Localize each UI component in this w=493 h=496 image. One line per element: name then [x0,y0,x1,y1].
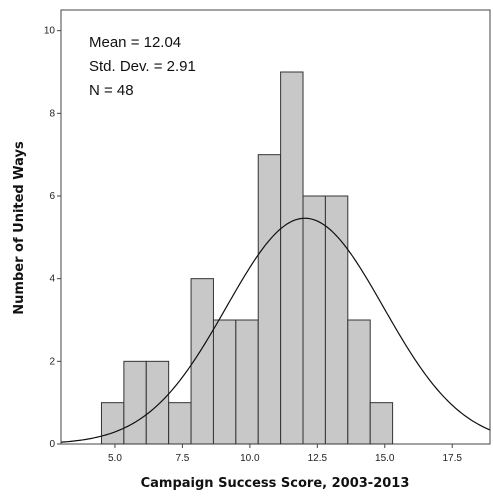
histogram-bar-11 [324,195,349,445]
histogram-bar-1 [100,402,125,445]
normal-distribution-curve [60,217,491,443]
histogram-bar-10 [302,195,326,445]
y-axis-title: Number of United Ways [12,141,27,315]
histogram-bar-5 [190,278,214,445]
histogram-bar-3 [145,360,170,445]
histogram-bar-7 [235,319,259,445]
histogram-bar-2 [123,360,147,445]
y-tick-label: 8 [49,108,55,119]
plot-area: 0 2 4 6 8 10 5.0 7.5 10.0 12.5 15.0 17.5 [44,9,491,464]
x-tick-label: 15.0 [375,453,395,464]
histogram-bar-6 [212,319,237,445]
x-axis-ticks: 5.0 7.5 10.0 12.5 15.0 17.5 [108,444,462,464]
n-label: N = 48 [89,82,134,99]
histogram-bars [100,71,394,445]
histogram-bar-12 [347,319,371,445]
y-tick-label: 0 [49,439,55,450]
y-tick-label: 4 [49,274,55,285]
histogram-bar-8 [257,154,282,445]
y-tick-label: 2 [49,356,55,367]
x-tick-label: 17.5 [442,453,462,464]
histogram-bar-9 [280,71,304,445]
y-tick-label: 10 [44,26,56,37]
y-axis-ticks: 0 2 4 6 8 10 [44,26,61,450]
summary-statistics: Mean = 12.04 Std. Dev. = 2.91 N = 48 [89,34,196,99]
y-tick-label: 6 [49,191,55,202]
std-dev-label: Std. Dev. = 2.91 [89,58,196,75]
x-axis-title: Campaign Success Score, 2003-2013 [141,476,410,491]
histogram-bar-4 [168,402,192,445]
x-tick-label: 5.0 [108,453,122,464]
mean-label: Mean = 12.04 [89,34,181,51]
x-tick-label: 12.5 [308,453,328,464]
histogram-bar-13 [369,402,394,445]
x-tick-label: 7.5 [175,453,189,464]
x-tick-label: 10.0 [240,453,260,464]
